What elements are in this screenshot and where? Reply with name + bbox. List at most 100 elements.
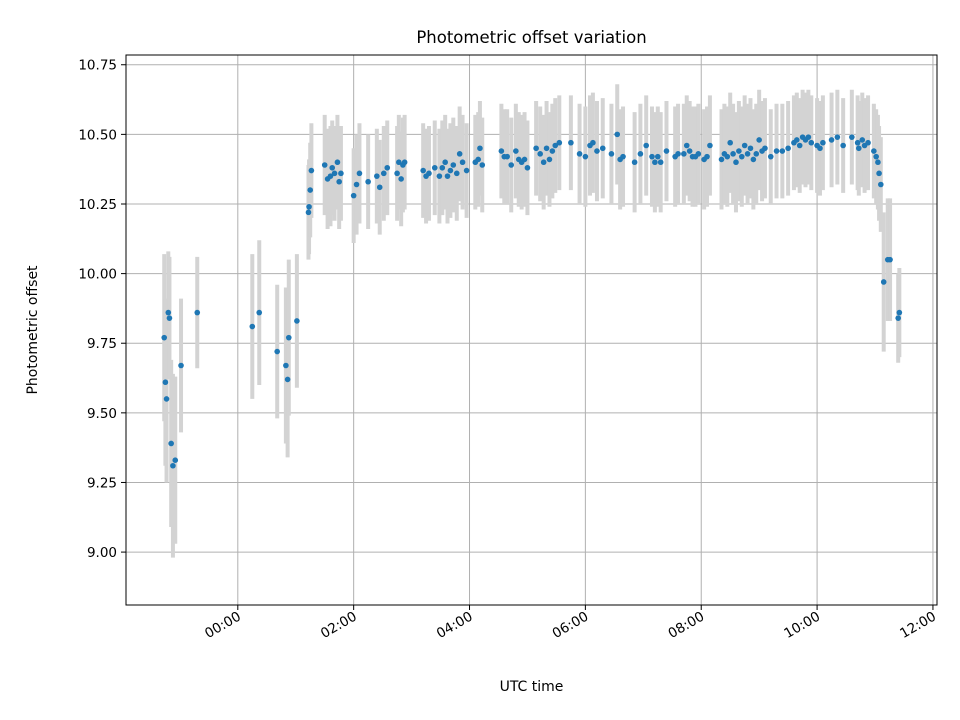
data-point [540,159,547,166]
data-point [582,153,589,160]
data-point [741,142,748,149]
data-point [194,309,201,316]
y-tick-label: 10.50 [78,127,117,143]
error-bars [162,84,902,558]
data-point [436,173,443,179]
data-point [859,137,866,143]
data-point [796,142,803,149]
data-point [543,145,550,152]
data-point [736,148,742,154]
data-point [162,379,169,386]
x-tick-label: 04:00 [434,609,476,642]
data-point [420,167,426,174]
data-point [444,173,451,179]
data-point [631,159,638,166]
data-point [508,162,515,168]
data-point [172,457,179,463]
data-point [855,145,862,152]
data-point [620,153,626,160]
data-point [456,151,463,157]
data-point [599,145,606,152]
data-point [873,153,879,160]
data-point [285,334,292,341]
data-point [875,159,881,166]
data-point [549,148,556,154]
y-axis-label: Photometric offset [25,265,41,395]
data-point [733,159,739,166]
data-point [683,142,690,149]
data-point [608,151,615,157]
y-tick-label: 10.75 [78,58,117,74]
data-point [294,318,300,324]
data-point [718,156,725,163]
data-point [773,148,780,154]
data-point [747,145,754,152]
data-point [398,176,404,182]
data-point [463,167,470,174]
data-point [767,153,774,160]
data-point [686,148,693,154]
data-point [546,156,553,163]
data-point [431,164,438,171]
data-point [521,156,528,163]
data-point [475,156,482,163]
data-point [820,139,826,146]
data-point [256,309,263,316]
y-tick-label: 9.75 [87,336,117,352]
data-point [168,440,174,447]
y-tick-label: 10.25 [78,197,117,213]
data-point [727,139,733,146]
data-point [779,148,786,154]
data-point [374,173,380,179]
data-point [654,153,661,160]
data-point [274,348,280,355]
data-point [840,142,846,149]
y-tick-label: 10.00 [78,267,117,283]
data-point [384,164,391,171]
data-point [327,173,334,179]
y-tick-label: 9.00 [87,545,117,561]
data-point [453,170,460,177]
data-point [876,170,882,177]
data-point [283,362,289,369]
data-point [166,315,173,321]
data-point [450,162,457,168]
data-point [785,145,791,152]
data-point [376,184,383,191]
plot-area-frame [125,54,938,606]
data-point [614,131,621,138]
data-point [394,170,400,177]
data-point [338,170,344,177]
data-point [459,159,466,166]
data-point [161,334,168,341]
y-tick-label: 9.25 [87,475,117,491]
data-point [590,139,596,146]
data-point [329,164,336,171]
data-point [284,376,291,383]
data-point [817,145,823,152]
data-point [533,145,539,152]
data-point [828,137,835,143]
data-point [178,362,184,369]
data-point [878,181,884,188]
data-point [756,137,762,143]
data-point [871,148,877,154]
data-point [753,151,760,157]
y-tick-label: 9.50 [87,406,117,422]
data-point [504,153,510,160]
data-point [513,148,519,154]
data-point [730,151,736,157]
y-axis-ticks: 9.00 9.25 9.50 9.75 10.00 10.25 10.50 10.75 [78,58,126,561]
data-point [808,139,815,146]
data-point [744,151,751,157]
data-point [365,178,371,185]
x-axis-ticks: 00:00 02:00 04:00 06:00 08:00 10:00 12:00 [202,605,939,642]
data-point [524,164,531,171]
data-point [738,153,745,160]
data-point [663,148,670,154]
data-point [165,309,172,316]
x-tick-label: 08:00 [666,609,708,642]
data-point [426,170,432,177]
data-point [707,142,713,149]
x-tick-label: 02:00 [318,609,360,642]
